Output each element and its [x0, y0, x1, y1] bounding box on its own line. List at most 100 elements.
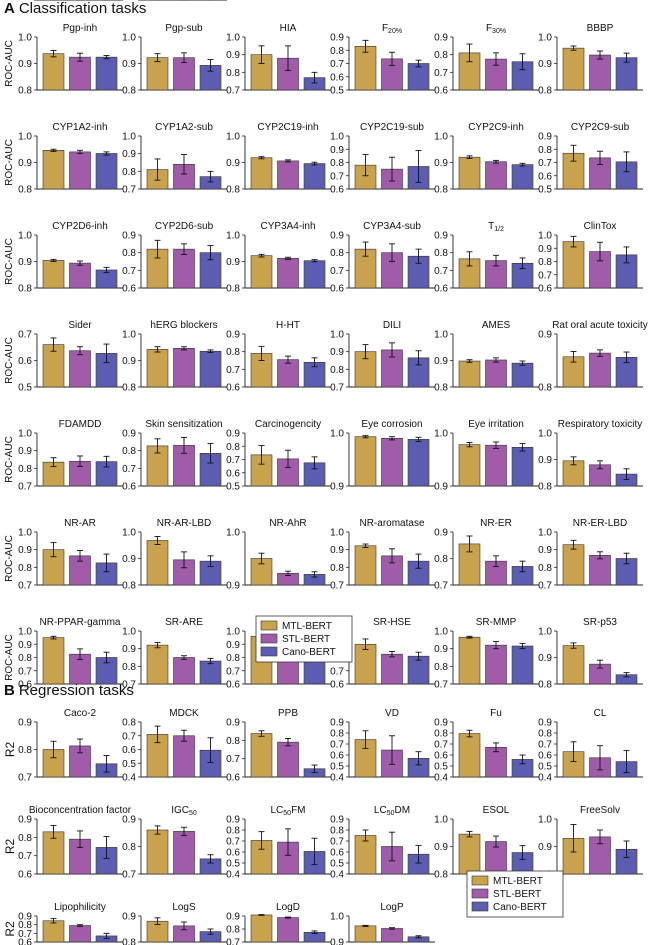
bar-stl-bert — [277, 160, 299, 190]
subplot-53: 0.40.50.60.70.80.9 LC50FM — [226, 805, 331, 881]
subplot-title: LogP — [380, 902, 404, 913]
bar-mtl-bert — [146, 540, 169, 586]
subplot-20: 0.8 0.9 1.0 hERG blockers — [122, 320, 227, 394]
y-tick-label: 0.8 — [434, 729, 448, 740]
subplot-1: 0.8 0.9 1.0 Pgp-inh ROC-AUC — [4, 23, 123, 97]
y-tick-label: 0.6 — [434, 284, 448, 295]
bar-cano-bert — [199, 660, 222, 685]
y-tick-label: 0.5 — [226, 482, 240, 493]
bar-stl-bert — [589, 555, 611, 586]
bar-mtl-bert — [562, 241, 585, 289]
y-tick-label: 0.9 — [18, 158, 32, 169]
subplot-title: HIA — [280, 23, 297, 34]
legend-swatch — [471, 888, 489, 899]
subplot-25: 0.7 0.8 0.9 1.0 FDAMDD ROC-AUC — [4, 419, 123, 493]
subplot-title: SR-ARE — [165, 617, 203, 628]
y-tick-label: 0.7 — [18, 929, 32, 940]
y-tick-label: 0.4 — [330, 773, 344, 784]
subplot-title: NR-ER-LBD — [573, 518, 627, 529]
y-tick-label: 0.6 — [18, 938, 32, 945]
y-tick-label: 0.9 — [122, 0, 136, 3]
bar-cano-bert — [303, 163, 326, 190]
subplot-title: PPB — [278, 708, 298, 719]
subplot-13: 0.8 0.9 1.0 CYP2D6-inh ROC-AUC — [4, 221, 123, 295]
y-axis-label: R2 — [3, 921, 17, 937]
y-tick-label: 0.8 — [18, 653, 32, 664]
bar-stl-bert — [589, 352, 611, 388]
bar-mtl-bert — [354, 545, 377, 586]
y-tick-label: 0.8 — [538, 86, 552, 97]
subplot-title: Rat oral acute toxicity — [552, 320, 648, 331]
y-tick-label: 0.8 — [122, 662, 136, 673]
subplot-28: 0.9 1.0 Eye corrosion — [330, 419, 435, 493]
subplot-22: 0.7 0.8 0.9 1.0 DILI — [330, 320, 435, 394]
bar-stl-bert — [173, 657, 195, 685]
subplot-title: LC50FM — [270, 805, 305, 817]
y-tick-label: 0.5 — [330, 86, 344, 97]
y-tick-label: 0.8 — [122, 86, 136, 97]
subplot-57: 0.60.70.80.9 Lipophilicity R2 — [3, 902, 123, 945]
subplot-47: 0.6 0.7 0.8 0.9 PPB — [226, 708, 331, 784]
y-tick-label: 0.9 — [226, 640, 240, 651]
subplot-10: 0.6 0.7 0.8 0.9 1.0 CYP2C19-sub — [330, 122, 435, 196]
bar-mtl-bert — [458, 360, 481, 388]
bar-stl-bert — [485, 444, 507, 487]
y-tick-label: 0.5 — [122, 759, 136, 770]
subplot-title: hERG blockers — [150, 320, 217, 331]
legend-regression: MTL-BERT STL-BERT Cano-BERT — [466, 870, 564, 918]
y-tick-label: 0.8 — [122, 0, 136, 3]
y-tick-label: 0.7 — [434, 680, 448, 691]
subplot-49: 0.40.50.60.70.80.9 Fu — [434, 708, 539, 784]
y-tick-label: 0.9 — [330, 545, 344, 556]
subplot-title: CYP3A4-inh — [260, 221, 315, 232]
y-tick-label: 1.0 — [18, 0, 32, 3]
bar-stl-bert — [69, 925, 91, 943]
bar-stl-bert — [485, 359, 507, 388]
subplot-12: 0.5 0.6 0.7 0.8 0.9 CYP2C9-sub — [538, 122, 643, 196]
bar-stl-bert — [69, 262, 91, 289]
bar-mtl-bert — [562, 544, 585, 586]
y-tick-label: 0.8 — [434, 50, 448, 61]
bar-mtl-bert — [458, 733, 481, 778]
y-tick-label: 0.6 — [538, 751, 552, 762]
y-tick-label: 0.6 — [538, 284, 552, 295]
y-tick-label: 0.7 — [122, 731, 136, 742]
y-tick-label: 1.0 — [434, 429, 448, 440]
y-tick-label: 0.8 — [226, 68, 240, 79]
subplot-27: 0.5 0.6 0.7 0.8 0.9 Carcinogencity — [226, 419, 331, 493]
subplot-title: CYP2D6-sub — [155, 221, 214, 232]
bar-mtl-bert — [42, 53, 65, 91]
y-tick-label: 0.8 — [18, 745, 32, 756]
subplot-23: 0.8 0.9 1.0 AMES — [434, 320, 539, 394]
y-tick-label: 0.9 — [18, 815, 32, 826]
bar-mtl-bert — [42, 637, 65, 685]
legend-swatch — [260, 620, 278, 631]
y-axis-label: R2 — [3, 839, 17, 855]
y-tick-label: 0.9 — [122, 554, 136, 565]
bar-stl-bert — [485, 644, 507, 685]
y-tick-label: 0.7 — [226, 455, 240, 466]
bar-cano-bert — [511, 645, 534, 685]
subplot-title: CYP2C19-sub — [360, 122, 424, 133]
y-tick-label: 0.8 — [330, 563, 344, 574]
y-tick-label: 0.6 — [330, 185, 344, 196]
y-tick-label: 0.6 — [330, 751, 344, 762]
y-tick-label: 0.6 — [122, 482, 136, 493]
y-tick-label: 1.0 — [122, 528, 136, 539]
subplot-title: H-HT — [276, 320, 300, 331]
legend-classification: MTL-BERT STL-BERT Cano-BERT — [255, 615, 353, 663]
y-tick-label: 0.5 — [538, 762, 552, 773]
legend-label: STL-BERT — [493, 889, 541, 900]
subplot-title: Bioconcentration factor — [29, 805, 132, 816]
subplot-title: NR-AR — [64, 518, 96, 529]
subplot-title: LC50DM — [374, 805, 410, 817]
y-tick-label: 0.8 — [226, 347, 240, 358]
y-tick-label: 0.8 — [434, 870, 448, 881]
y-tick-label: 0.6 — [434, 86, 448, 97]
y-tick-label: 0.9 — [538, 244, 552, 255]
y-tick-label: 0.8 — [122, 383, 136, 394]
y-tick-label: 0.6 — [330, 680, 344, 691]
y-tick-label: 1.0 — [330, 429, 344, 440]
subplot-44: 0.70.80.91.0 BACE — [122, 0, 227, 3]
y-tick-label: 0.8 — [122, 446, 136, 457]
